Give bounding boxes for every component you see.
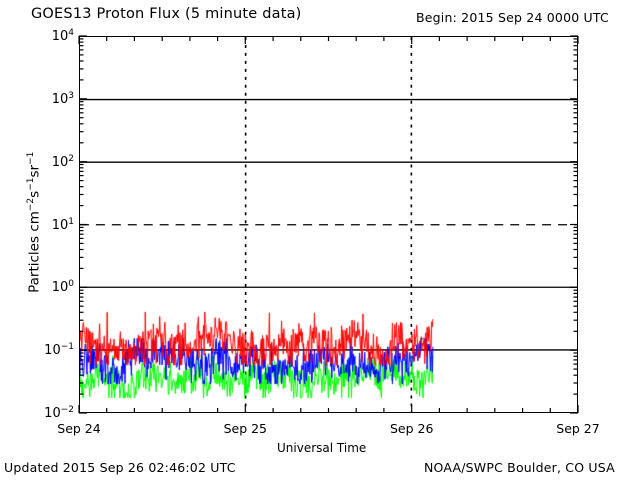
flux-traces (80, 37, 577, 412)
y-tick-label: 10−1 (44, 342, 74, 359)
y-tick-label: 104 (51, 27, 74, 45)
y-tick-label: 100 (51, 279, 74, 296)
plot-frame (79, 36, 578, 413)
plot-area: 104 103 102 101 100 10−1 10−2 Sep 24 Sep 25 Sep … (44, 28, 600, 436)
x-tick-label: Sep 27 (556, 421, 600, 436)
x-tick-label: Sep 25 (223, 421, 268, 436)
x-tick-label: Sep 24 (57, 421, 101, 436)
begin-time-label: Begin: 2015 Sep 24 0000 UTC (416, 10, 609, 25)
page-title: GOES13 Proton Flux (5 minute data) (31, 6, 302, 22)
y-axis-label: Particles cm−2s−1sr−1 (25, 151, 43, 293)
x-axis-label: Universal Time (277, 441, 367, 455)
axis-tick-marks (78, 35, 579, 414)
y-tick-label: 10−2 (44, 404, 74, 422)
y-tick-label: 102 (51, 153, 74, 170)
updated-timestamp: Updated 2015 Sep 26 02:46:02 UTC (4, 460, 236, 475)
y-tick-label: 101 (51, 216, 74, 233)
source-attribution: NOAA/SWPC Boulder, CO USA (424, 460, 615, 475)
x-tick-label: Sep 26 (389, 421, 434, 436)
y-tick-label: 103 (51, 90, 74, 107)
